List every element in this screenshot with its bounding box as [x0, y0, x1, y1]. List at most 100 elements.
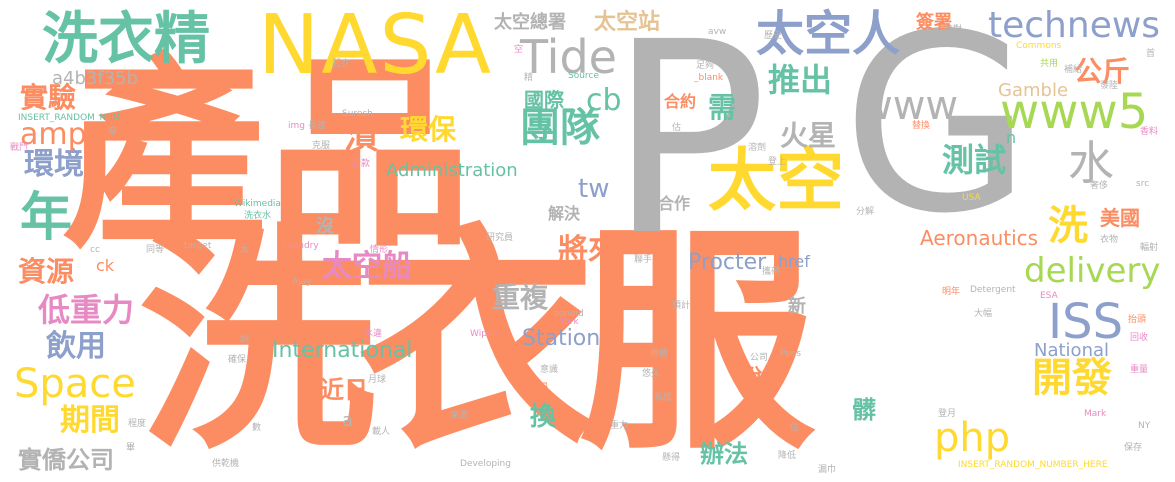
word-huanbao: 環保	[400, 113, 457, 146]
word-suresh: Suresh	[342, 109, 373, 119]
word-nasa: NASA	[258, 0, 494, 93]
word-laiyuan: 來源	[450, 411, 469, 421]
word-xiyijing: 洗衣精	[42, 7, 210, 72]
word-zang: 髒	[852, 396, 876, 424]
word-gongyong: 共用	[1040, 59, 1059, 69]
word-huoxing: 火星	[780, 119, 837, 152]
word-xi: 洗	[1048, 203, 1088, 249]
word-zairen: 載人	[372, 427, 391, 437]
word-banfa: 辦法	[700, 440, 748, 468]
word-xuande: 懸得	[662, 453, 681, 463]
word-wikimedia: Wikimedia	[234, 199, 281, 209]
word-buji: 補給	[1064, 65, 1083, 75]
word-insert-random-num: INSERT_RANDOM_NUM	[18, 113, 121, 123]
word-src: src	[1136, 179, 1150, 189]
word-wuran: 污染	[898, 37, 917, 47]
word-bi: 畢	[126, 443, 136, 453]
word-shuo: 說	[240, 335, 250, 345]
word-hezuo: 合作	[658, 194, 691, 213]
word-zugou: 足夠	[696, 61, 715, 71]
word-mingnian: 明年	[942, 287, 961, 297]
word-php: php	[934, 415, 1011, 461]
word-xin: 新	[788, 296, 806, 317]
word-dizhongli: 低重力	[38, 291, 135, 329]
word-jiangdi: 降低	[778, 451, 797, 461]
word-chongfu: 重複	[492, 281, 549, 314]
word-ny: NY	[1138, 421, 1151, 431]
word-taikongchuan: 太空船	[322, 249, 412, 284]
word-target: target	[184, 241, 212, 251]
word-gongjin: 公斤	[1074, 55, 1131, 88]
word-qianshu: 簽署	[916, 12, 952, 33]
word-avw: avw	[708, 27, 727, 37]
word-shu: 數	[252, 423, 262, 433]
word-shuiwei: 水違	[364, 329, 383, 339]
word-jiejue: 解決	[548, 204, 581, 223]
word-falu: 發陸	[1100, 81, 1119, 91]
word-a: a	[342, 410, 354, 431]
word-qijian: 期間	[60, 403, 120, 438]
word-dengshang: 登上	[768, 157, 787, 167]
word-kong: 空	[514, 45, 524, 55]
word-guoji: 國際	[524, 88, 564, 112]
word-insert-random-number-here: INSERT_RANDOM_NUMBER_HERE	[958, 460, 1108, 470]
word-taikongren: 太空人	[756, 6, 901, 62]
word-tuichu: 推出	[768, 61, 833, 99]
word-tw: tw	[578, 174, 610, 204]
word-a4b3f35b: a4b3f35b	[52, 68, 139, 89]
word-tide: Tide	[520, 30, 617, 84]
word-rongji: 溶劑	[748, 143, 767, 153]
word-gongganji: 供乾機	[212, 459, 240, 469]
word-wipes: Wipes	[470, 329, 498, 339]
word-mei: 沒	[316, 216, 334, 237]
word-shiyan: 實驗	[20, 81, 77, 114]
word-gongsi: 公司	[750, 353, 769, 363]
word-heyue: 合約	[664, 92, 697, 111]
word-administration: Administration	[386, 160, 518, 181]
word-tuodiao: 脫掉	[740, 366, 785, 391]
word-xiangliao: 香料	[1140, 127, 1159, 137]
word-detergent: Detergent	[970, 285, 1016, 295]
word-york: York	[560, 317, 579, 327]
word-laundry: Laundry	[282, 241, 319, 251]
word-chengdu: 程度	[128, 419, 147, 429]
word-chanpin: 產品	[62, 37, 472, 275]
word-developing: Developing	[460, 459, 511, 469]
word-youjiu: 悠久	[642, 369, 661, 379]
word-g: G	[842, 0, 1032, 267]
word-usa: USA	[962, 193, 981, 203]
word-iss: ISS	[1048, 294, 1124, 350]
word-zhongliang: 重量	[1130, 365, 1149, 375]
word-jinri: 近日	[320, 376, 368, 404]
word-tai: 太	[240, 245, 250, 255]
word-yiwu: 衣物	[1100, 235, 1119, 245]
word-delivery: delivery	[1024, 251, 1161, 291]
word-taikongzongshu: 太空總署	[494, 12, 566, 33]
word-mark: Mark	[1084, 409, 1107, 419]
word-space: Space	[14, 361, 136, 407]
word-commons: Commons	[1016, 41, 1062, 51]
word-yuji: 預計	[672, 301, 691, 311]
word-dengyue: 登月	[938, 409, 957, 419]
word-aeronautics: Aeronautics	[920, 226, 1039, 250]
word-href: href	[778, 252, 810, 271]
word-changda: 長達	[308, 121, 327, 131]
word-chuan: 穿	[108, 127, 118, 137]
word-geng: 更	[350, 211, 360, 221]
word-qingxing: 情形	[370, 245, 389, 255]
word-gamble: Gamble	[998, 80, 1069, 101]
word-jingdui: 精對	[944, 25, 963, 35]
word-jianglai: 將來	[558, 233, 618, 268]
word-ck: ck	[96, 256, 115, 275]
word-shichang: 市場	[530, 383, 549, 393]
word-xinkuan: 新款	[352, 159, 371, 169]
word-www5: www5	[1000, 84, 1149, 140]
word-blank: _blank	[694, 73, 724, 83]
word-pens: Pens	[780, 349, 802, 359]
word-taikongzhan: 太空站	[594, 10, 661, 35]
word-esa: ESA	[1040, 291, 1058, 301]
word-baocun: 保存	[1124, 443, 1143, 453]
word-lianshou: 聯手	[634, 255, 653, 265]
word-xu: 需	[708, 91, 737, 124]
